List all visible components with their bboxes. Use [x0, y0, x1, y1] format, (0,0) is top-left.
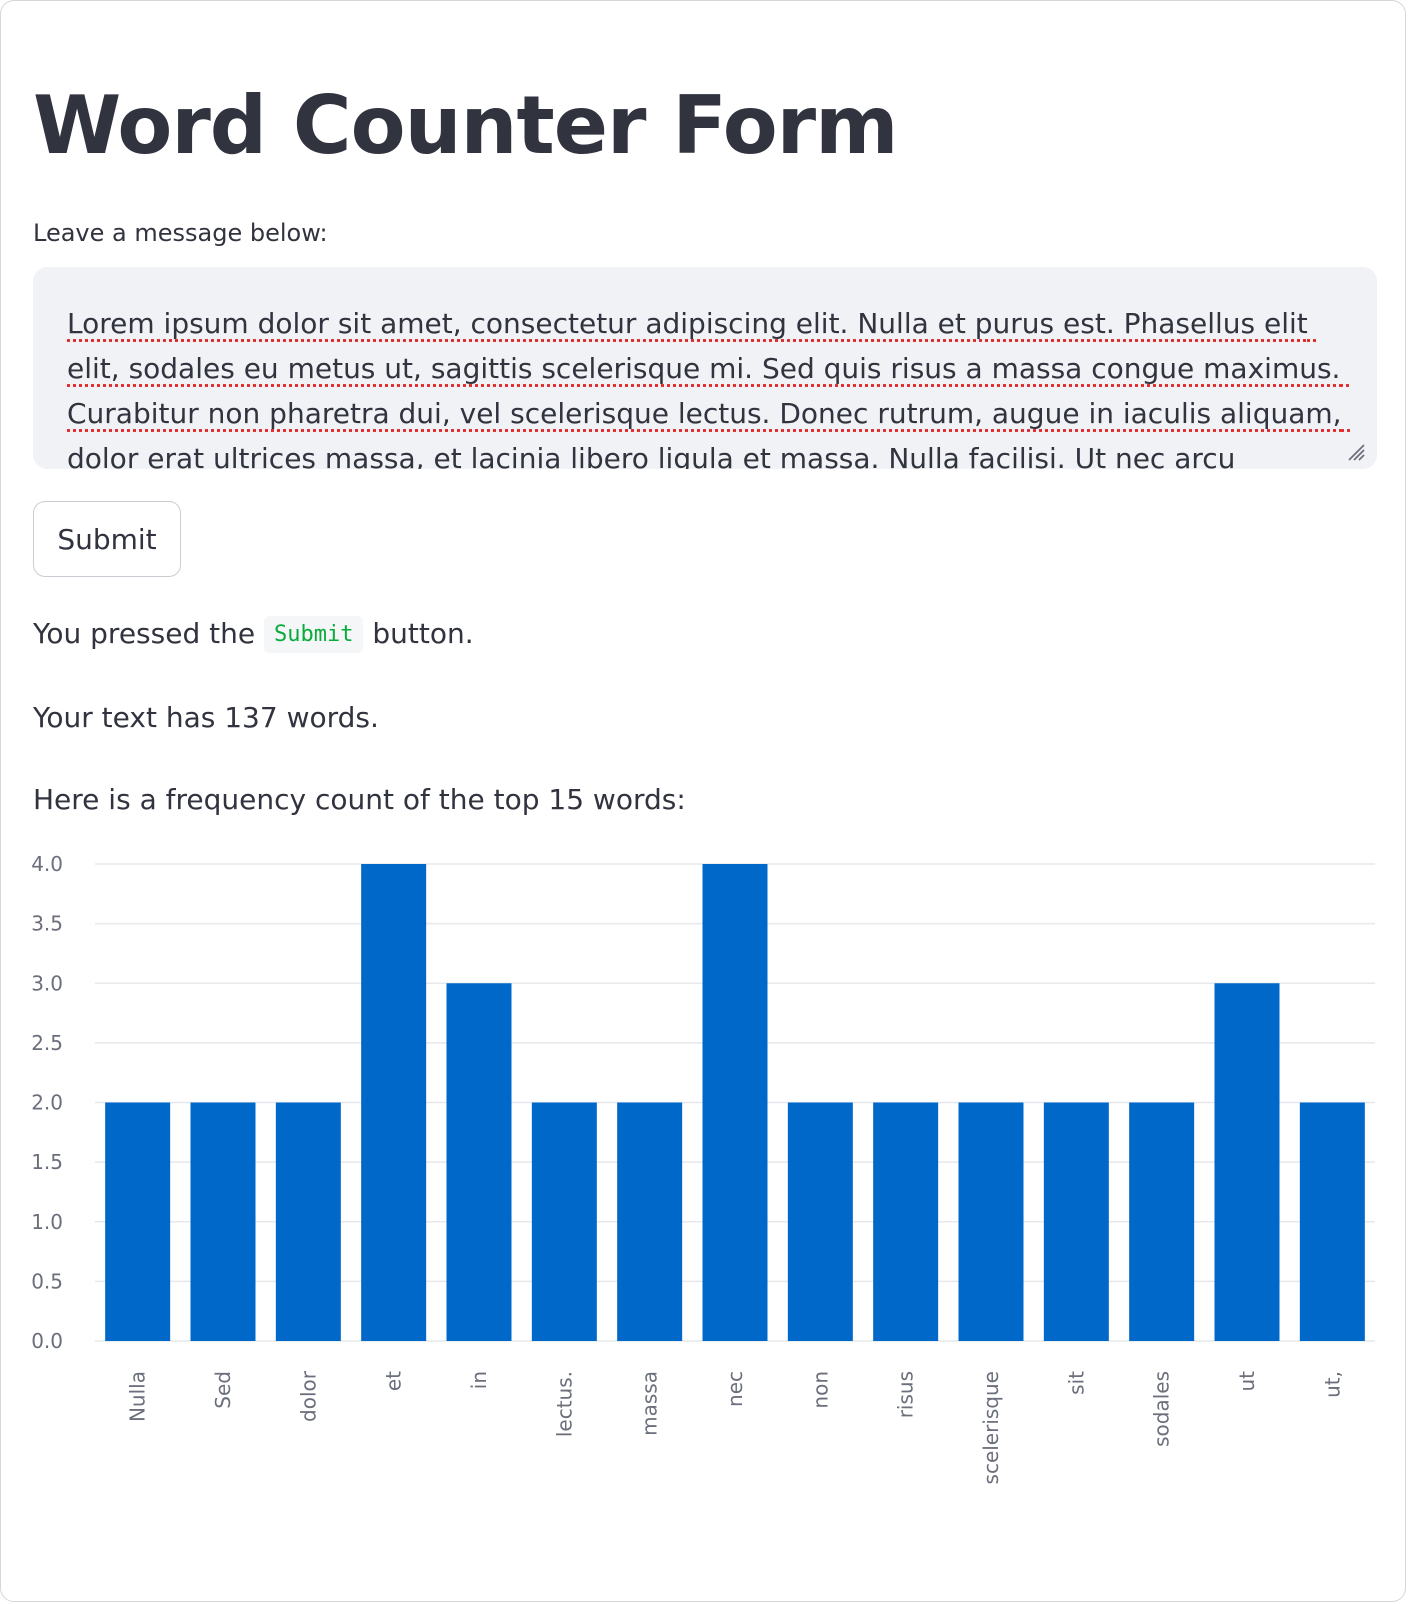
bar [361, 864, 427, 1341]
word-count-text: Your text has 137 words. [33, 701, 379, 734]
bar [531, 1102, 597, 1341]
y-tick-label: 0.0 [31, 1329, 63, 1353]
bar [1214, 983, 1280, 1341]
y-tick-label: 2.5 [31, 1031, 63, 1055]
x-tick-label: in [467, 1371, 491, 1389]
x-tick-label: nec [723, 1371, 747, 1407]
message-textarea-container: Lorem ipsum dolor sit amet, consectetur … [33, 267, 1377, 469]
pressed-prefix: You pressed the [33, 617, 256, 650]
pressed-message: You pressed the Submit button. [33, 616, 474, 653]
x-tick-label: Nulla [126, 1371, 150, 1422]
x-tick-label: Sed [211, 1371, 235, 1409]
bar [617, 1102, 683, 1341]
y-tick-label: 1.0 [31, 1210, 63, 1234]
x-tick-label: ut [1235, 1371, 1259, 1392]
y-tick-label: 1.5 [31, 1150, 63, 1174]
bar [958, 1102, 1024, 1341]
frequency-bar-chart: 0.0 0.5 1.0 1.5 2.0 2.5 3.0 3.5 4.0 Nulla Sed dolor… [31, 852, 1375, 1484]
resize-grip-icon[interactable] [1345, 441, 1365, 461]
bar [787, 1102, 853, 1341]
x-tick-label: massa [638, 1371, 662, 1436]
bar [446, 983, 512, 1341]
x-tick-label: sit [1064, 1371, 1088, 1395]
y-tick-label: 0.5 [31, 1269, 63, 1293]
y-tick-label: 3.5 [31, 912, 63, 936]
x-tick-label: sodales [1150, 1371, 1174, 1447]
x-tick-label: non [808, 1371, 832, 1409]
x-tick-label: dolor [296, 1370, 320, 1422]
x-tick-label: risus [894, 1371, 918, 1418]
message-label: Leave a message below: [33, 219, 328, 247]
pressed-code: Submit [264, 616, 364, 653]
bar [1043, 1102, 1109, 1341]
frequency-heading: Here is a frequency count of the top 15 … [33, 783, 686, 816]
y-tick-label: 3.0 [31, 971, 63, 995]
x-tick-label: et [382, 1371, 406, 1391]
bar [275, 1102, 341, 1341]
x-tick-label: ut, [1320, 1371, 1344, 1398]
submit-button[interactable]: Submit [33, 501, 181, 577]
x-tick-label: scelerisque [979, 1371, 1003, 1484]
y-tick-label: 2.0 [31, 1091, 63, 1115]
bar [702, 864, 768, 1341]
bar [105, 1102, 171, 1341]
bar [190, 1102, 256, 1341]
bar [873, 1102, 939, 1341]
bar [1299, 1102, 1365, 1341]
message-textarea[interactable]: Lorem ipsum dolor sit amet, consectetur … [33, 267, 1377, 469]
bar [1129, 1102, 1195, 1341]
x-tick-label: lectus. [552, 1371, 576, 1437]
page-title: Word Counter Form [33, 79, 898, 172]
y-tick-label: 4.0 [31, 852, 63, 876]
pressed-suffix: button. [372, 617, 474, 650]
